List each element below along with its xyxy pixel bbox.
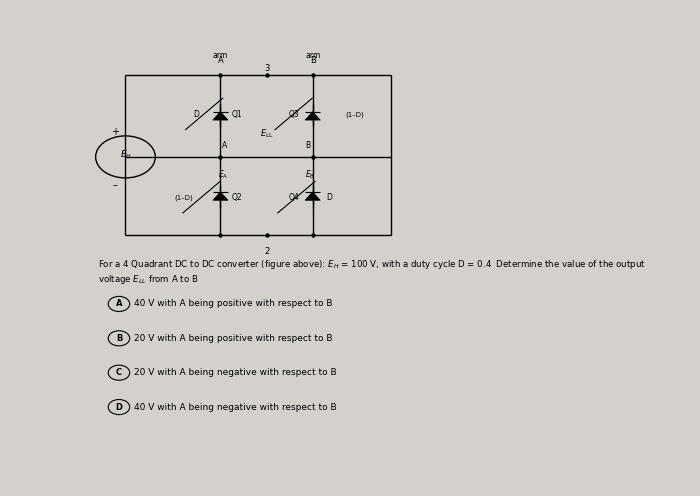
Text: A: A [218,56,223,65]
Text: 20 V with A being negative with respect to B: 20 V with A being negative with respect … [134,368,337,377]
Text: 40 V with A being negative with respect to B: 40 V with A being negative with respect … [134,403,337,412]
Text: $E_{\mathsf{B}}$: $E_{\mathsf{B}}$ [305,168,315,181]
Text: B: B [306,141,311,150]
Text: B: B [309,56,316,65]
Text: Q3: Q3 [288,110,299,119]
Polygon shape [213,112,228,120]
Text: C: C [116,368,122,377]
Text: 2: 2 [264,247,269,255]
Text: arm: arm [305,51,321,60]
Text: arm: arm [213,51,228,60]
Polygon shape [305,112,320,120]
Text: Q2: Q2 [231,193,242,202]
Text: +: + [111,127,118,137]
Text: $E_{\mathsf{LL}}$: $E_{\mathsf{LL}}$ [260,127,274,140]
Text: Q4: Q4 [288,193,299,202]
Text: B: B [116,334,122,343]
Text: $E_{\mathsf{H}}$: $E_{\mathsf{H}}$ [120,149,132,161]
Text: 40 V with A being positive with respect to B: 40 V with A being positive with respect … [134,300,332,309]
Text: For a 4 Quadrant DC to DC converter (figure above): $E_H$ = 100 V, with a duty c: For a 4 Quadrant DC to DC converter (fig… [98,258,646,286]
Text: A: A [222,141,228,150]
Text: 3: 3 [264,64,270,73]
Text: –: – [112,181,117,190]
Text: D: D [116,403,122,412]
Polygon shape [305,192,320,200]
Text: D: D [326,193,332,202]
Text: $E_{\mathsf{A}}$: $E_{\mathsf{A}}$ [218,168,228,181]
Polygon shape [213,192,228,200]
Text: (1–D): (1–D) [174,194,193,201]
Text: 20 V with A being positive with respect to B: 20 V with A being positive with respect … [134,334,332,343]
Text: D: D [193,110,199,119]
Text: A: A [116,300,122,309]
Text: (1–D): (1–D) [345,111,364,118]
Text: Q1: Q1 [231,110,242,119]
